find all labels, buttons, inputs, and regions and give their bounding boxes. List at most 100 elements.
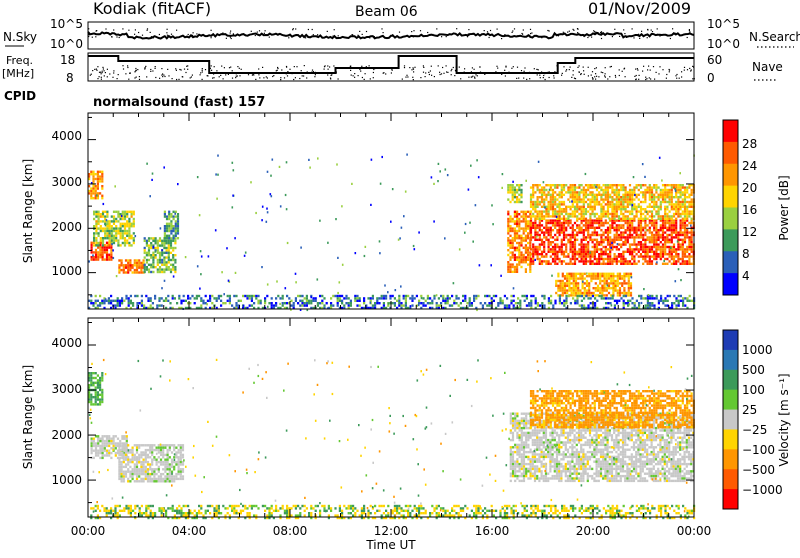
heatmap-cell bbox=[605, 231, 607, 233]
heatmap-cell bbox=[118, 473, 120, 475]
heatmap-cell bbox=[581, 222, 583, 224]
heatmap-cell bbox=[682, 198, 684, 200]
heatmap-cell bbox=[625, 295, 627, 297]
heatmap-cell bbox=[110, 442, 112, 444]
heatmap-cell bbox=[409, 297, 411, 299]
nave-dot bbox=[101, 79, 102, 80]
heatmap-cell bbox=[669, 201, 671, 203]
heatmap-cell bbox=[100, 220, 102, 222]
heatmap-cell bbox=[101, 175, 103, 177]
heatmap-cell bbox=[516, 259, 518, 261]
heatmap-cell bbox=[155, 251, 157, 253]
heatmap-cell bbox=[655, 224, 657, 226]
nsearch-dot bbox=[432, 34, 433, 35]
heatmap-cell bbox=[605, 186, 607, 188]
heatmap-cell bbox=[117, 227, 119, 229]
nave-dot bbox=[190, 77, 191, 78]
heatmap-cell bbox=[609, 239, 611, 241]
nave-dot bbox=[669, 69, 670, 70]
heatmap-cell bbox=[339, 295, 341, 297]
heatmap-cell bbox=[187, 297, 189, 299]
heatmap-cell bbox=[527, 225, 529, 227]
heatmap-cell bbox=[534, 191, 536, 193]
heatmap-cell bbox=[585, 263, 587, 265]
heatmap-cell bbox=[538, 161, 540, 163]
nave-dot bbox=[130, 73, 131, 74]
heatmap-cell bbox=[656, 297, 658, 299]
heatmap-cell bbox=[561, 302, 563, 304]
heatmap-cell bbox=[530, 304, 532, 306]
heatmap-cell bbox=[550, 251, 552, 253]
heatmap-cell bbox=[566, 285, 568, 287]
heatmap-cell bbox=[562, 292, 564, 294]
heatmap-cell bbox=[113, 442, 115, 444]
heatmap-cell bbox=[117, 242, 119, 244]
heatmap-cell bbox=[164, 280, 166, 282]
heatmap-cell bbox=[682, 263, 684, 265]
heatmap-cell bbox=[611, 227, 613, 229]
heatmap-cell bbox=[673, 213, 675, 215]
heatmap-cell bbox=[561, 246, 563, 248]
heatmap-cell bbox=[623, 292, 625, 294]
heatmap-cell bbox=[108, 450, 110, 452]
heatmap-cell bbox=[607, 234, 609, 236]
freq-tick-top: 18 bbox=[60, 53, 75, 67]
heatmap-cell bbox=[620, 213, 622, 215]
heatmap-cell bbox=[108, 442, 110, 444]
heatmap-cell bbox=[529, 271, 531, 273]
heatmap-cell bbox=[680, 300, 682, 302]
heatmap-cell bbox=[594, 239, 596, 241]
heatmap-cell bbox=[622, 198, 624, 200]
heatmap-cell bbox=[649, 251, 651, 253]
heatmap-cell bbox=[525, 239, 527, 241]
heatmap-cell bbox=[675, 297, 677, 299]
heatmap-cell bbox=[642, 227, 644, 229]
heatmap-cell bbox=[568, 289, 570, 291]
heatmap-cell bbox=[666, 184, 668, 186]
nave-dot bbox=[176, 70, 177, 71]
heatmap-cell bbox=[541, 191, 543, 193]
heatmap-cell bbox=[518, 242, 520, 244]
heatmap-cell bbox=[123, 456, 125, 458]
heatmap-cell bbox=[492, 223, 494, 225]
heatmap-cell bbox=[117, 232, 119, 234]
heatmap-cell bbox=[447, 302, 449, 304]
heatmap-cell bbox=[669, 184, 671, 186]
heatmap-cell bbox=[671, 241, 673, 243]
heatmap-cell bbox=[614, 213, 616, 215]
heatmap-cell bbox=[97, 254, 99, 256]
heatmap-cell bbox=[564, 277, 566, 279]
heatmap-cell bbox=[605, 219, 607, 221]
heatmap-cell bbox=[168, 261, 170, 263]
heatmap-cell bbox=[509, 215, 511, 217]
heatmap-cell bbox=[649, 231, 651, 233]
heatmap-cell bbox=[611, 206, 613, 208]
heatmap-cell bbox=[640, 224, 642, 226]
heatmap-cell bbox=[587, 219, 589, 221]
heatmap-cell bbox=[509, 251, 511, 253]
nave-dot bbox=[689, 68, 690, 69]
nsearch-dot bbox=[446, 36, 447, 37]
heatmap-cell bbox=[220, 304, 222, 306]
heatmap-cell bbox=[310, 296, 312, 298]
heatmap-cell bbox=[136, 473, 138, 475]
heatmap-cell bbox=[120, 227, 122, 229]
heatmap-cell bbox=[550, 263, 552, 265]
heatmap-cell bbox=[675, 203, 677, 205]
heatmap-cell bbox=[563, 260, 565, 262]
heatmap-cell bbox=[675, 213, 677, 215]
heatmap-cell bbox=[664, 210, 666, 212]
heatmap-cell bbox=[507, 261, 509, 263]
heatmap-cell bbox=[691, 203, 693, 205]
heatmap-cell bbox=[655, 246, 657, 248]
heatmap-cell bbox=[682, 224, 684, 226]
heatmap-cell bbox=[525, 215, 527, 217]
heatmap-cell bbox=[246, 297, 248, 299]
heatmap-cell bbox=[157, 249, 159, 251]
heatmap-cell bbox=[660, 295, 662, 297]
heatmap-cell bbox=[573, 277, 575, 279]
heatmap-cell bbox=[581, 243, 583, 245]
heatmap-cell bbox=[145, 459, 147, 461]
heatmap-cell bbox=[587, 251, 589, 253]
heatmap-cell bbox=[619, 292, 621, 294]
